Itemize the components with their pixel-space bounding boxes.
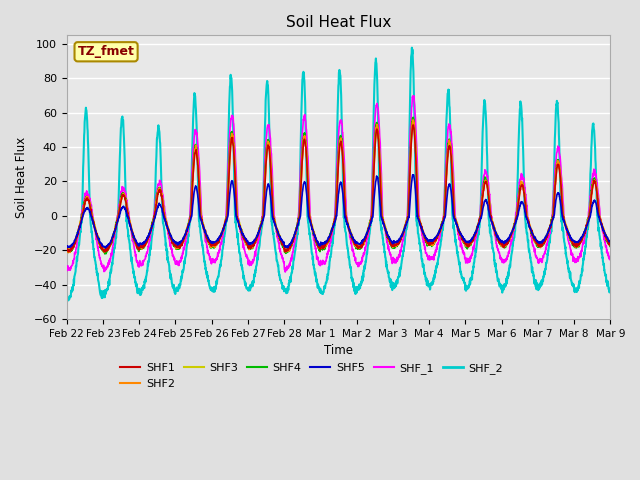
SHF3	[63, 246, 70, 252]
SHF5	[497, 238, 504, 244]
SHF3	[607, 240, 614, 246]
SHF_2	[215, 274, 223, 280]
SHF_1	[559, 192, 566, 198]
SHF3	[497, 240, 504, 246]
SHF_1	[497, 254, 504, 260]
SHF5	[409, 172, 417, 178]
SHF_2	[355, 285, 362, 290]
SHF4	[607, 244, 614, 250]
SHF4	[355, 245, 362, 251]
Line: SHF2: SHF2	[67, 120, 611, 252]
SHF2	[63, 246, 70, 252]
Title: Soil Heat Flux: Soil Heat Flux	[286, 15, 391, 30]
SHF5	[355, 240, 362, 246]
Line: SHF5: SHF5	[67, 175, 611, 248]
SHF3	[355, 243, 362, 249]
X-axis label: Time: Time	[324, 344, 353, 357]
SHF5	[366, 222, 374, 228]
SHF5	[607, 239, 614, 244]
SHF1	[366, 220, 374, 226]
SHF_1	[574, 254, 582, 260]
SHF4	[574, 244, 582, 250]
SHF4	[497, 241, 504, 247]
SHF1	[497, 240, 504, 246]
SHF5	[559, 215, 566, 220]
SHF2	[497, 240, 504, 246]
SHF1	[101, 249, 109, 255]
Line: SHF_2: SHF_2	[67, 48, 611, 300]
SHF1	[355, 244, 362, 250]
SHF4	[366, 218, 374, 224]
SHF_2	[574, 287, 582, 293]
SHF_1	[355, 262, 362, 267]
SHF_1	[63, 264, 70, 270]
SHF4	[101, 251, 109, 257]
SHF_2	[366, 227, 374, 232]
SHF3	[559, 205, 566, 211]
SHF1	[215, 240, 223, 245]
SHF4	[63, 248, 70, 253]
SHF2	[559, 210, 566, 216]
SHF5	[215, 236, 223, 241]
SHF3	[215, 239, 223, 245]
SHF1	[559, 210, 566, 216]
SHF2	[215, 238, 223, 244]
SHF5	[102, 245, 109, 251]
SHF4	[215, 238, 223, 244]
SHF2	[65, 250, 72, 255]
Legend: SHF1, SHF2, SHF3, SHF4, SHF5, SHF_1, SHF_2: SHF1, SHF2, SHF3, SHF4, SHF5, SHF_1, SHF…	[116, 359, 508, 393]
SHF4	[410, 114, 417, 120]
SHF_2	[65, 298, 72, 303]
SHF_2	[607, 288, 614, 293]
SHF5	[574, 239, 582, 244]
SHF2	[574, 242, 582, 248]
SHF_2	[559, 225, 566, 230]
SHF3	[410, 120, 417, 125]
Y-axis label: Soil Heat Flux: Soil Heat Flux	[15, 137, 28, 218]
SHF1	[410, 122, 417, 128]
SHF3	[574, 241, 582, 247]
Line: SHF3: SHF3	[67, 122, 611, 251]
SHF2	[355, 244, 362, 250]
SHF_1	[607, 255, 614, 261]
SHF2	[366, 219, 374, 225]
SHF4	[559, 207, 566, 213]
SHF_2	[63, 296, 70, 301]
SHF5	[63, 243, 70, 249]
Line: SHF_1: SHF_1	[67, 96, 611, 272]
Text: TZ_fmet: TZ_fmet	[77, 45, 134, 58]
SHF1	[574, 241, 582, 247]
SHF_2	[408, 45, 416, 50]
SHF3	[64, 248, 72, 254]
SHF3	[366, 220, 374, 226]
SHF_2	[497, 284, 504, 289]
Line: SHF4: SHF4	[67, 117, 611, 254]
SHF1	[607, 242, 614, 248]
SHF_1	[282, 269, 289, 275]
SHF_1	[214, 251, 222, 256]
SHF2	[607, 241, 614, 247]
SHF_1	[410, 93, 417, 98]
Line: SHF1: SHF1	[67, 125, 611, 252]
SHF2	[409, 117, 417, 123]
SHF1	[63, 245, 70, 251]
SHF_1	[366, 217, 374, 223]
